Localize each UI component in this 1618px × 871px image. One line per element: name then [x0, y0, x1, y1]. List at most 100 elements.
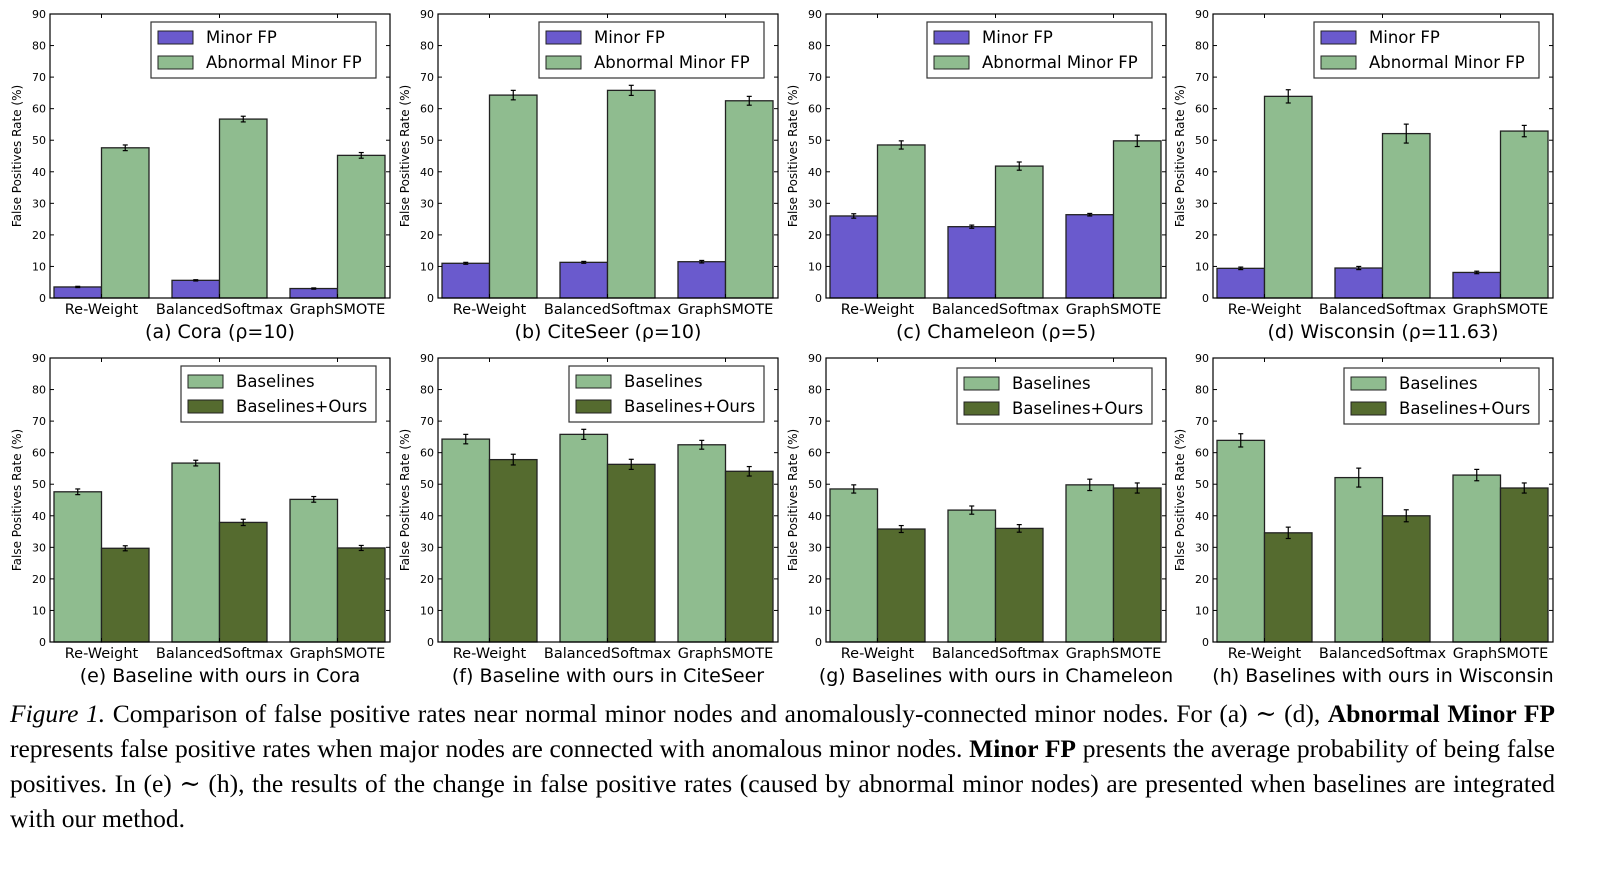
- y-tick-label: 90: [808, 352, 822, 365]
- y-tick-label: 70: [808, 415, 822, 428]
- x-tick-label: Re-Weight: [841, 302, 915, 318]
- bar: [559, 433, 609, 643]
- bar: [947, 226, 997, 299]
- y-axis-label: False Positives Rate (%): [1173, 85, 1187, 227]
- x-tick-label: BalancedSoftmax: [932, 302, 1060, 318]
- y-tick-label: 50: [808, 478, 822, 491]
- x-tick-label: BalancedSoftmax: [1319, 646, 1447, 662]
- x-tick-label: Re-Weight: [65, 646, 139, 662]
- x-tick-label: BalancedSoftmax: [156, 302, 284, 318]
- legend-swatch: [963, 376, 1000, 391]
- bar: [218, 118, 268, 299]
- legend-swatch: [187, 399, 224, 414]
- bar: [441, 262, 491, 299]
- y-tick-label: 40: [808, 510, 822, 523]
- y-tick-label: 70: [32, 71, 46, 84]
- bar: [1381, 132, 1431, 299]
- y-tick-label: 80: [32, 40, 46, 53]
- x-tick-label: BalancedSoftmax: [544, 302, 672, 318]
- y-tick-label: 70: [420, 415, 434, 428]
- bar: [1334, 267, 1384, 299]
- bar: [677, 261, 727, 299]
- y-tick-label: 30: [32, 197, 46, 210]
- bar: [336, 547, 386, 643]
- bar: [1452, 271, 1502, 299]
- y-tick-label: 70: [1195, 415, 1209, 428]
- bar: [1216, 439, 1266, 643]
- y-tick-label: 20: [1195, 573, 1209, 586]
- y-tick-label: 30: [420, 541, 434, 554]
- x-tick-label: GraphSMOTE: [1066, 302, 1162, 318]
- y-tick-label: 80: [808, 40, 822, 53]
- y-tick-label: 0: [1202, 636, 1209, 649]
- legend-swatch: [1350, 376, 1387, 391]
- y-axis-label: False Positives Rate (%): [10, 429, 24, 571]
- y-tick-label: 70: [420, 71, 434, 84]
- bar: [1263, 532, 1313, 643]
- x-tick-label: Re-Weight: [1228, 646, 1302, 662]
- bar: [1452, 474, 1502, 643]
- y-tick-label: 80: [1195, 384, 1209, 397]
- bar: [606, 89, 656, 299]
- y-tick-label: 90: [420, 8, 434, 21]
- legend-swatch: [963, 401, 1000, 416]
- y-tick-label: 80: [808, 384, 822, 397]
- subplot-caption: (d) Wisconsin (ρ=11.63): [1267, 321, 1498, 343]
- bar: [724, 100, 774, 299]
- y-axis-label: False Positives Rate (%): [10, 85, 24, 227]
- bar: [606, 463, 656, 643]
- bar: [559, 261, 609, 299]
- legend-label: Baselines: [1012, 374, 1091, 393]
- x-tick-label: Re-Weight: [1228, 302, 1302, 318]
- y-tick-label: 0: [1202, 292, 1209, 305]
- bar: [994, 165, 1044, 299]
- y-tick-label: 40: [1195, 510, 1209, 523]
- y-tick-label: 60: [1195, 103, 1209, 116]
- subplot-g: Re-Weight BalancedSoftmax GraphSMOTE 0 10 20 3…: [786, 352, 1173, 687]
- y-tick-label: 50: [808, 134, 822, 147]
- y-tick-label: 40: [808, 166, 822, 179]
- bar: [876, 144, 926, 299]
- subplot-d: Re-Weight BalancedSoftmax GraphSMOTE 0 10 20 3…: [1173, 8, 1554, 343]
- legend-label: Abnormal Minor FP: [982, 53, 1138, 72]
- y-tick-label: 20: [1195, 229, 1209, 242]
- bar: [53, 491, 103, 643]
- legend-label: Minor FP: [206, 28, 277, 47]
- legend-swatch: [575, 374, 612, 389]
- legend-label: Baselines+Ours: [624, 397, 755, 416]
- y-tick-label: 10: [808, 260, 822, 273]
- y-tick-label: 90: [1195, 352, 1209, 365]
- y-tick-label: 10: [420, 604, 434, 617]
- y-tick-label: 90: [32, 8, 46, 21]
- y-tick-label: 10: [32, 604, 46, 617]
- subplot-caption: (f) Baseline with ours in CiteSeer: [452, 665, 764, 687]
- bar: [1065, 214, 1115, 299]
- bar: [289, 498, 339, 643]
- y-tick-label: 10: [420, 260, 434, 273]
- y-tick-label: 40: [1195, 166, 1209, 179]
- legend-label: Baselines: [236, 372, 315, 391]
- legend-label: Abnormal Minor FP: [594, 53, 750, 72]
- legend-label: Abnormal Minor FP: [206, 53, 362, 72]
- subplot-caption: (e) Baseline with ours in Cora: [80, 665, 361, 687]
- legend-swatch: [933, 55, 970, 70]
- y-tick-label: 10: [1195, 604, 1209, 617]
- y-tick-label: 40: [420, 510, 434, 523]
- y-tick-label: 90: [808, 8, 822, 21]
- bar: [171, 462, 221, 643]
- bar: [441, 438, 491, 643]
- y-tick-label: 0: [815, 636, 822, 649]
- legend-swatch: [545, 55, 582, 70]
- legend-swatch: [575, 399, 612, 414]
- subplot-caption: (c) Chameleon (ρ=5): [896, 321, 1096, 343]
- y-tick-label: 60: [808, 447, 822, 460]
- y-tick-label: 20: [32, 573, 46, 586]
- y-tick-label: 0: [815, 292, 822, 305]
- y-tick-label: 30: [808, 541, 822, 554]
- bar: [829, 488, 879, 643]
- y-tick-label: 40: [32, 510, 46, 523]
- bar: [1263, 95, 1313, 299]
- bar: [100, 547, 150, 643]
- x-tick-label: BalancedSoftmax: [1319, 302, 1447, 318]
- bar: [876, 528, 926, 643]
